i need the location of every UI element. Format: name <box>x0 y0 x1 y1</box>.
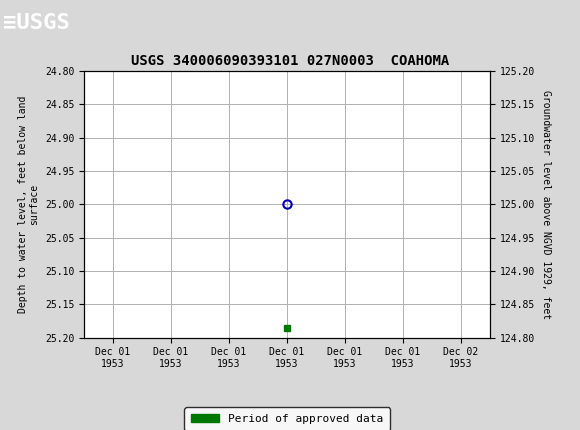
Text: ≡USGS: ≡USGS <box>3 12 70 33</box>
Text: USGS 340006090393101 027N0003  COAHOMA: USGS 340006090393101 027N0003 COAHOMA <box>131 54 449 68</box>
Legend: Period of approved data: Period of approved data <box>184 407 390 430</box>
Y-axis label: Groundwater level above NGVD 1929, feet: Groundwater level above NGVD 1929, feet <box>541 90 550 319</box>
Y-axis label: Depth to water level, feet below land
surface: Depth to water level, feet below land su… <box>18 95 39 313</box>
